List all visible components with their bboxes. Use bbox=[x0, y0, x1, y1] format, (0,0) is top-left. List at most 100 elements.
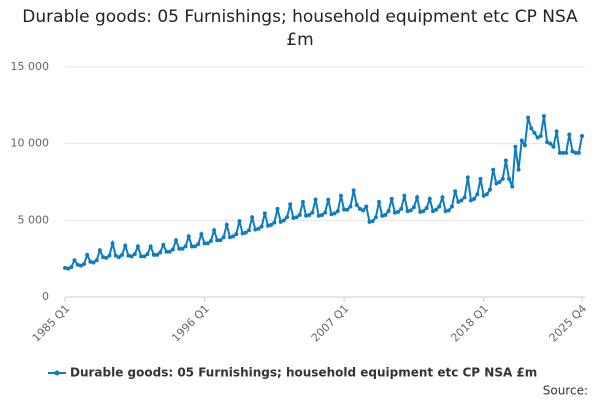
point bbox=[123, 243, 128, 248]
point bbox=[377, 199, 382, 204]
point bbox=[557, 150, 562, 155]
point bbox=[170, 247, 175, 252]
point bbox=[580, 134, 584, 138]
point bbox=[449, 204, 454, 209]
point bbox=[465, 175, 470, 180]
point bbox=[151, 252, 156, 257]
point bbox=[104, 255, 109, 260]
point bbox=[253, 227, 258, 232]
point bbox=[522, 143, 527, 148]
point bbox=[468, 198, 473, 203]
point bbox=[186, 234, 191, 239]
point bbox=[227, 235, 232, 240]
point bbox=[576, 150, 581, 155]
point bbox=[434, 207, 439, 212]
point bbox=[69, 265, 74, 270]
point bbox=[97, 248, 102, 253]
point bbox=[538, 134, 543, 138]
point bbox=[437, 204, 442, 209]
point bbox=[570, 149, 575, 154]
point bbox=[91, 260, 96, 265]
point bbox=[532, 130, 537, 135]
point bbox=[243, 230, 248, 235]
point bbox=[446, 208, 451, 213]
point bbox=[418, 209, 423, 214]
point bbox=[189, 244, 194, 249]
point bbox=[177, 246, 182, 251]
point bbox=[567, 132, 572, 137]
point bbox=[199, 232, 204, 237]
point bbox=[415, 195, 420, 200]
x-tick-label: 1985 Q1 bbox=[30, 302, 73, 345]
point bbox=[399, 206, 404, 211]
point bbox=[513, 144, 518, 149]
series-line bbox=[64, 115, 583, 270]
point bbox=[183, 244, 188, 249]
y-tick-label: 5 000 bbox=[18, 213, 50, 226]
point bbox=[113, 253, 118, 258]
point bbox=[310, 210, 315, 215]
point bbox=[510, 184, 515, 189]
point bbox=[265, 223, 270, 228]
point bbox=[373, 215, 378, 220]
point bbox=[193, 244, 198, 249]
point bbox=[212, 228, 217, 233]
y-tick-label: 15 000 bbox=[11, 60, 50, 73]
point bbox=[256, 226, 261, 231]
point bbox=[297, 212, 302, 217]
point bbox=[335, 209, 340, 214]
point bbox=[408, 208, 413, 213]
point bbox=[75, 262, 80, 267]
point bbox=[246, 228, 251, 233]
legend-label: Durable goods: 05 Furnishings; household… bbox=[70, 366, 537, 380]
point bbox=[478, 176, 483, 181]
point bbox=[174, 238, 179, 243]
point bbox=[300, 199, 305, 204]
point bbox=[237, 219, 242, 224]
point bbox=[291, 216, 296, 221]
point bbox=[281, 218, 286, 223]
point bbox=[72, 258, 77, 263]
source: Source: bbox=[543, 384, 588, 398]
point bbox=[278, 219, 283, 224]
y-tick-label: 0 bbox=[42, 290, 49, 303]
point bbox=[218, 238, 223, 243]
point bbox=[323, 210, 328, 215]
point bbox=[215, 238, 220, 243]
point bbox=[529, 126, 534, 131]
point bbox=[367, 219, 372, 224]
point bbox=[497, 180, 502, 184]
point bbox=[361, 208, 366, 213]
point bbox=[519, 138, 524, 143]
y-tick-label: 10 000 bbox=[11, 137, 50, 150]
point bbox=[380, 213, 385, 218]
point bbox=[272, 220, 277, 225]
point bbox=[205, 241, 210, 246]
point bbox=[383, 212, 388, 217]
point bbox=[551, 144, 556, 149]
point bbox=[462, 195, 467, 200]
point bbox=[110, 241, 115, 246]
point bbox=[139, 254, 144, 259]
x-tick-label: 2018 Q1 bbox=[448, 302, 491, 345]
point bbox=[85, 252, 90, 257]
point bbox=[161, 242, 166, 247]
point bbox=[148, 244, 153, 249]
point bbox=[386, 209, 391, 214]
point bbox=[338, 193, 343, 198]
point bbox=[120, 252, 125, 257]
point bbox=[342, 207, 347, 212]
point bbox=[545, 140, 550, 145]
point bbox=[573, 150, 578, 155]
point bbox=[78, 263, 83, 268]
chart-title: Durable goods: 05 Furnishings; household… bbox=[22, 7, 578, 50]
point bbox=[94, 258, 99, 263]
point bbox=[269, 222, 274, 227]
point bbox=[240, 231, 245, 236]
point bbox=[402, 193, 407, 198]
point bbox=[548, 141, 553, 146]
point bbox=[224, 222, 229, 227]
point bbox=[116, 255, 121, 260]
point bbox=[345, 207, 350, 212]
